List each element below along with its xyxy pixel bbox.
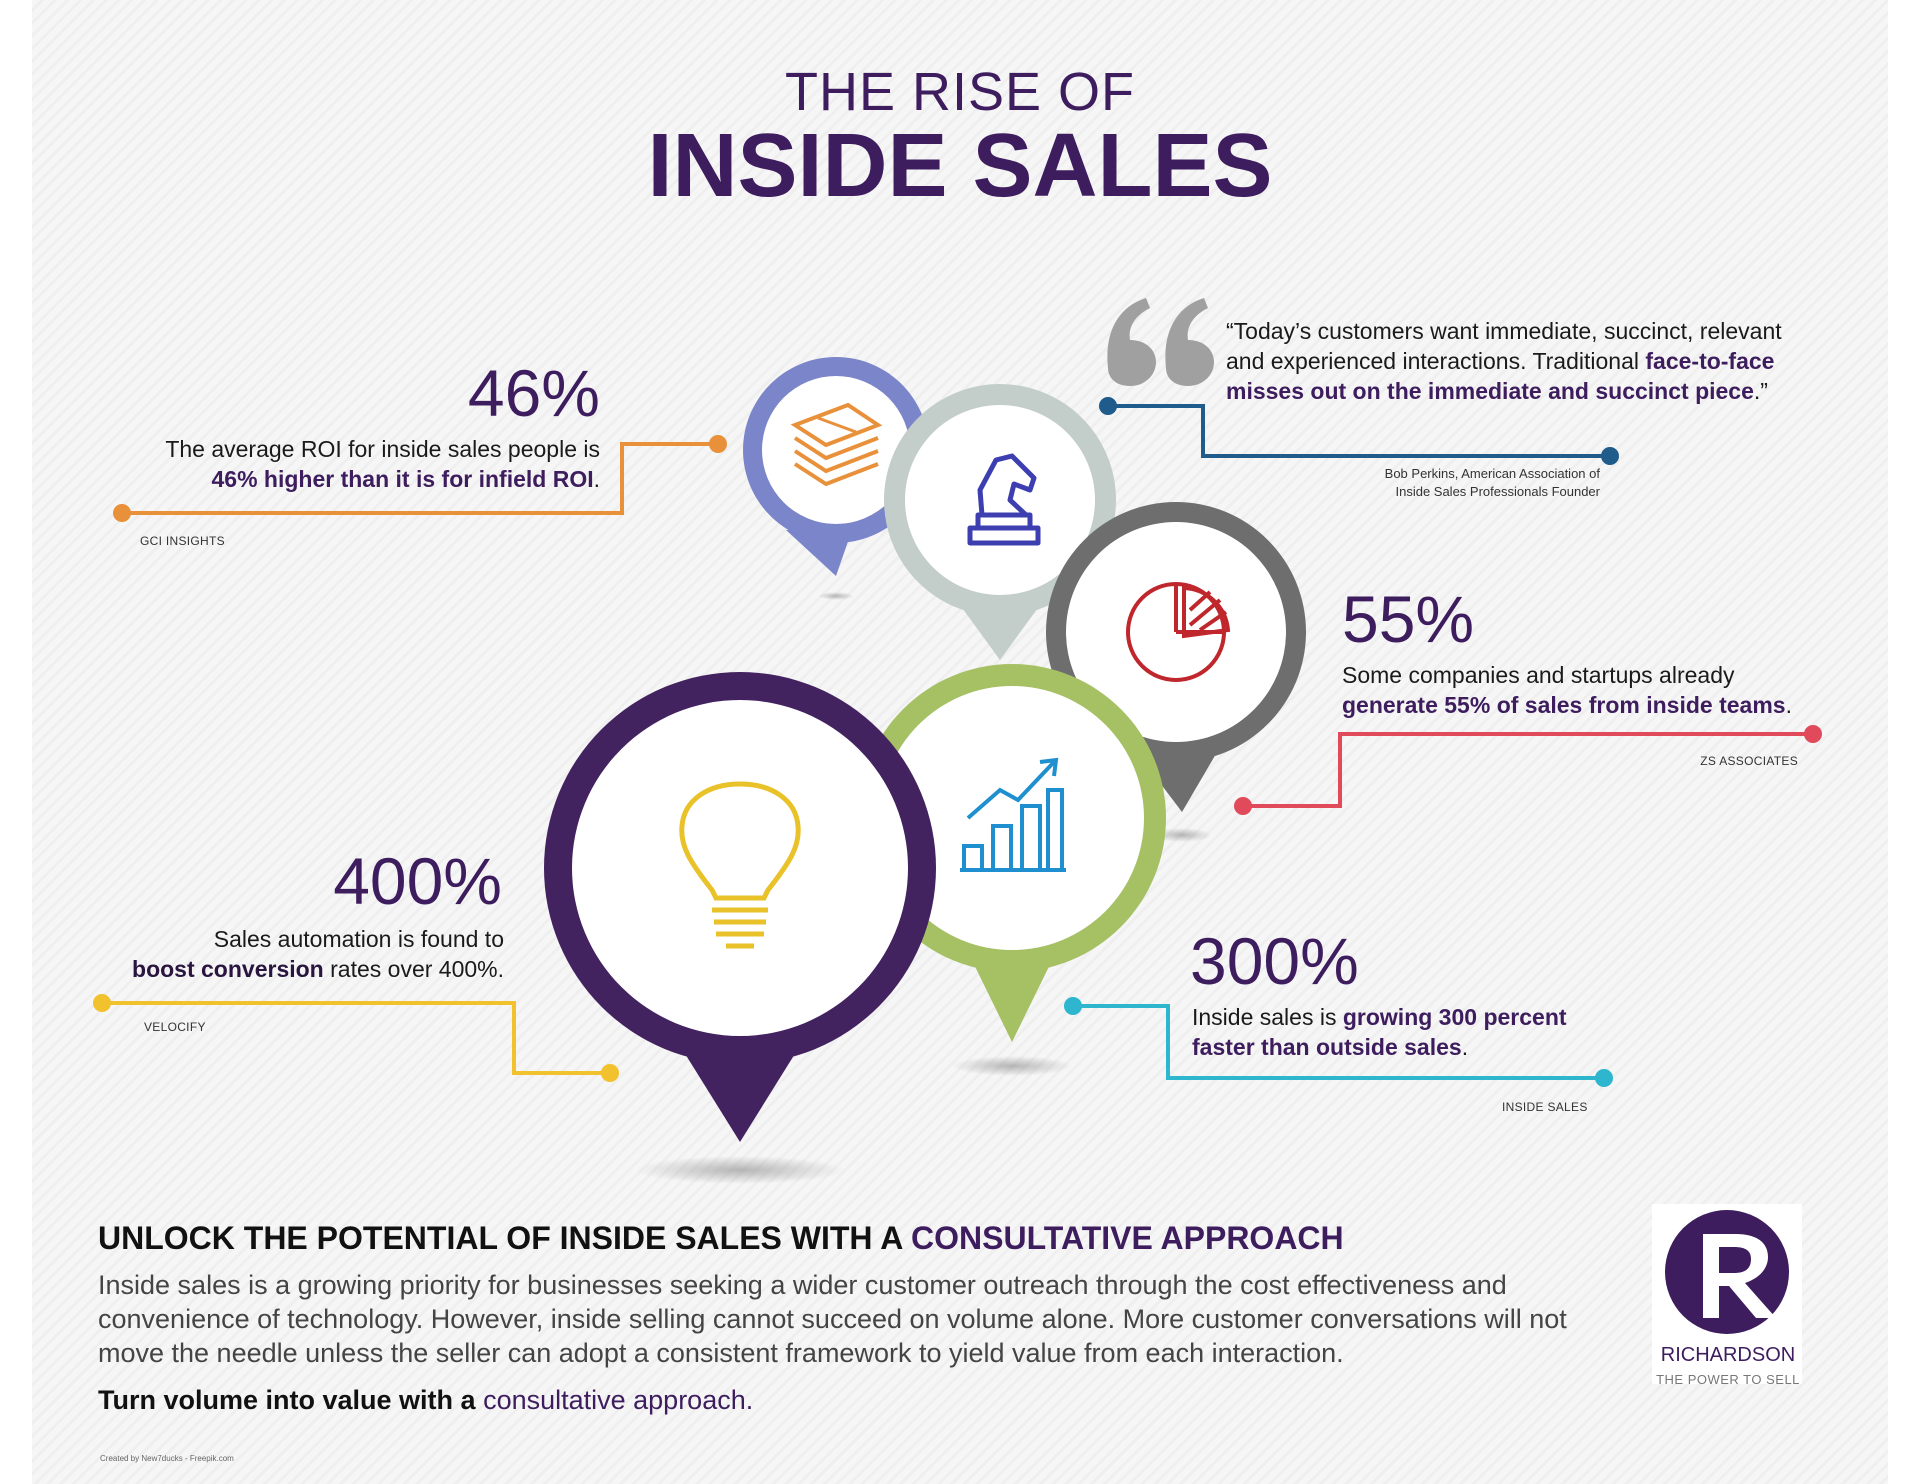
stat-growth-text-plain: Inside sales is	[1192, 1004, 1337, 1030]
stat-roi-text-bold: 46% higher than it is for infield ROI	[211, 466, 594, 492]
pie-chart-icon	[1126, 582, 1231, 682]
pin-shadow	[818, 592, 854, 600]
chess-knight-icon	[967, 453, 1041, 546]
quote-mark-icon	[1107, 298, 1214, 386]
stat-growth-source: INSIDE SALES	[1502, 1100, 1588, 1114]
lightbulb-icon	[679, 781, 801, 949]
title-line-1: THE RISE OF	[784, 62, 1136, 122]
stat-companies-source: ZS ASSOCIATES	[1700, 754, 1798, 768]
connector-growth	[1064, 997, 1613, 1087]
stat-companies-text-plain: Some companies and startups already	[1342, 662, 1735, 688]
page-title: INSIDE SALES	[647, 116, 1273, 216]
pin-shadow	[1152, 828, 1212, 842]
bottom-body: Inside sales is a growing priority for b…	[98, 1270, 1567, 1368]
stat-companies-text: Some companies and startups already gene…	[1342, 660, 1862, 720]
stat-roi-source: GCI INSIGHTS	[140, 534, 225, 548]
pin-lightbulb	[544, 672, 936, 1142]
stat-growth-text-bold: growing 300 percent faster than outside …	[1192, 1004, 1567, 1060]
connector-quote	[1099, 397, 1619, 465]
stat-automation-text-bold: boost conversion	[132, 956, 324, 982]
bottom-cta-highlight: consultative approach.	[483, 1385, 754, 1415]
stat-growth-number: 300%	[1190, 924, 1359, 998]
bottom-heading: UNLOCK THE POTENTIAL OF INSIDE SALES WIT…	[98, 1218, 1344, 1258]
stat-growth-text-end: .	[1461, 1034, 1469, 1060]
bottom-heading-highlight: CONSULTATIVE APPROACH	[911, 1220, 1344, 1256]
quote-attribution-line-1: Bob Perkins, American Association of	[1384, 466, 1600, 481]
pin-money	[743, 357, 929, 576]
quote-attribution: Bob Perkins, American Association of Ins…	[1290, 465, 1600, 501]
stat-automation-text-plain-2: rates over 400%.	[330, 956, 504, 982]
quote-text-plain: “Today’s customers want immediate, succi…	[1226, 318, 1782, 374]
stat-companies-number: 55%	[1342, 582, 1475, 656]
richardson-logo-mark	[1652, 1204, 1802, 1384]
pin-chess	[884, 384, 1116, 660]
stat-companies-text-end: .	[1785, 692, 1792, 718]
bottom-cta: Turn volume into value with a consultati…	[98, 1383, 753, 1417]
stat-companies-text-bold: generate 55% of sales from inside teams	[1342, 692, 1786, 718]
stat-roi-number: 46%	[467, 356, 600, 430]
stat-automation-text-plain-1: Sales automation is found to	[213, 926, 504, 952]
bottom-cta-plain: Turn volume into value with a	[98, 1385, 476, 1415]
quote-text: “Today’s customers want immediate, succi…	[1226, 316, 1786, 406]
pin-growth	[858, 664, 1166, 1042]
stat-growth-text: Inside sales is growing 300 percent fast…	[1192, 1002, 1612, 1062]
stat-automation-text: Sales automation is found to boost conve…	[60, 924, 504, 984]
stat-automation-number: 400%	[333, 844, 502, 918]
growth-chart-icon	[960, 757, 1066, 872]
money-stack-icon	[790, 402, 883, 487]
quote-text-end: .”	[1753, 378, 1768, 404]
stat-roi-text-plain: The average ROI for inside sales people …	[165, 436, 600, 462]
logo-name: RICHARDSON	[1660, 1344, 1796, 1366]
quote-attribution-line-2: Inside Sales Professionals Founder	[1395, 484, 1600, 499]
connector-companies	[1234, 725, 1822, 815]
pin-shadow	[635, 1156, 845, 1184]
credit-text: Created by New7ducks - Freepik.com	[100, 1454, 234, 1463]
stat-roi-text-end: .	[593, 466, 600, 492]
stat-automation-source: VELOCIFY	[144, 1020, 206, 1034]
pin-shadow	[952, 1056, 1072, 1076]
stat-roi-text: The average ROI for inside sales people …	[80, 434, 600, 494]
logo-tagline: THE POWER TO SELL	[1656, 1372, 1800, 1387]
quote-text-bold: face-to-face misses out on the immediate…	[1226, 348, 1775, 404]
bottom-heading-plain: UNLOCK THE POTENTIAL OF INSIDE SALES WIT…	[98, 1220, 903, 1256]
connector-roi	[113, 435, 727, 522]
connector-automation	[93, 994, 619, 1082]
